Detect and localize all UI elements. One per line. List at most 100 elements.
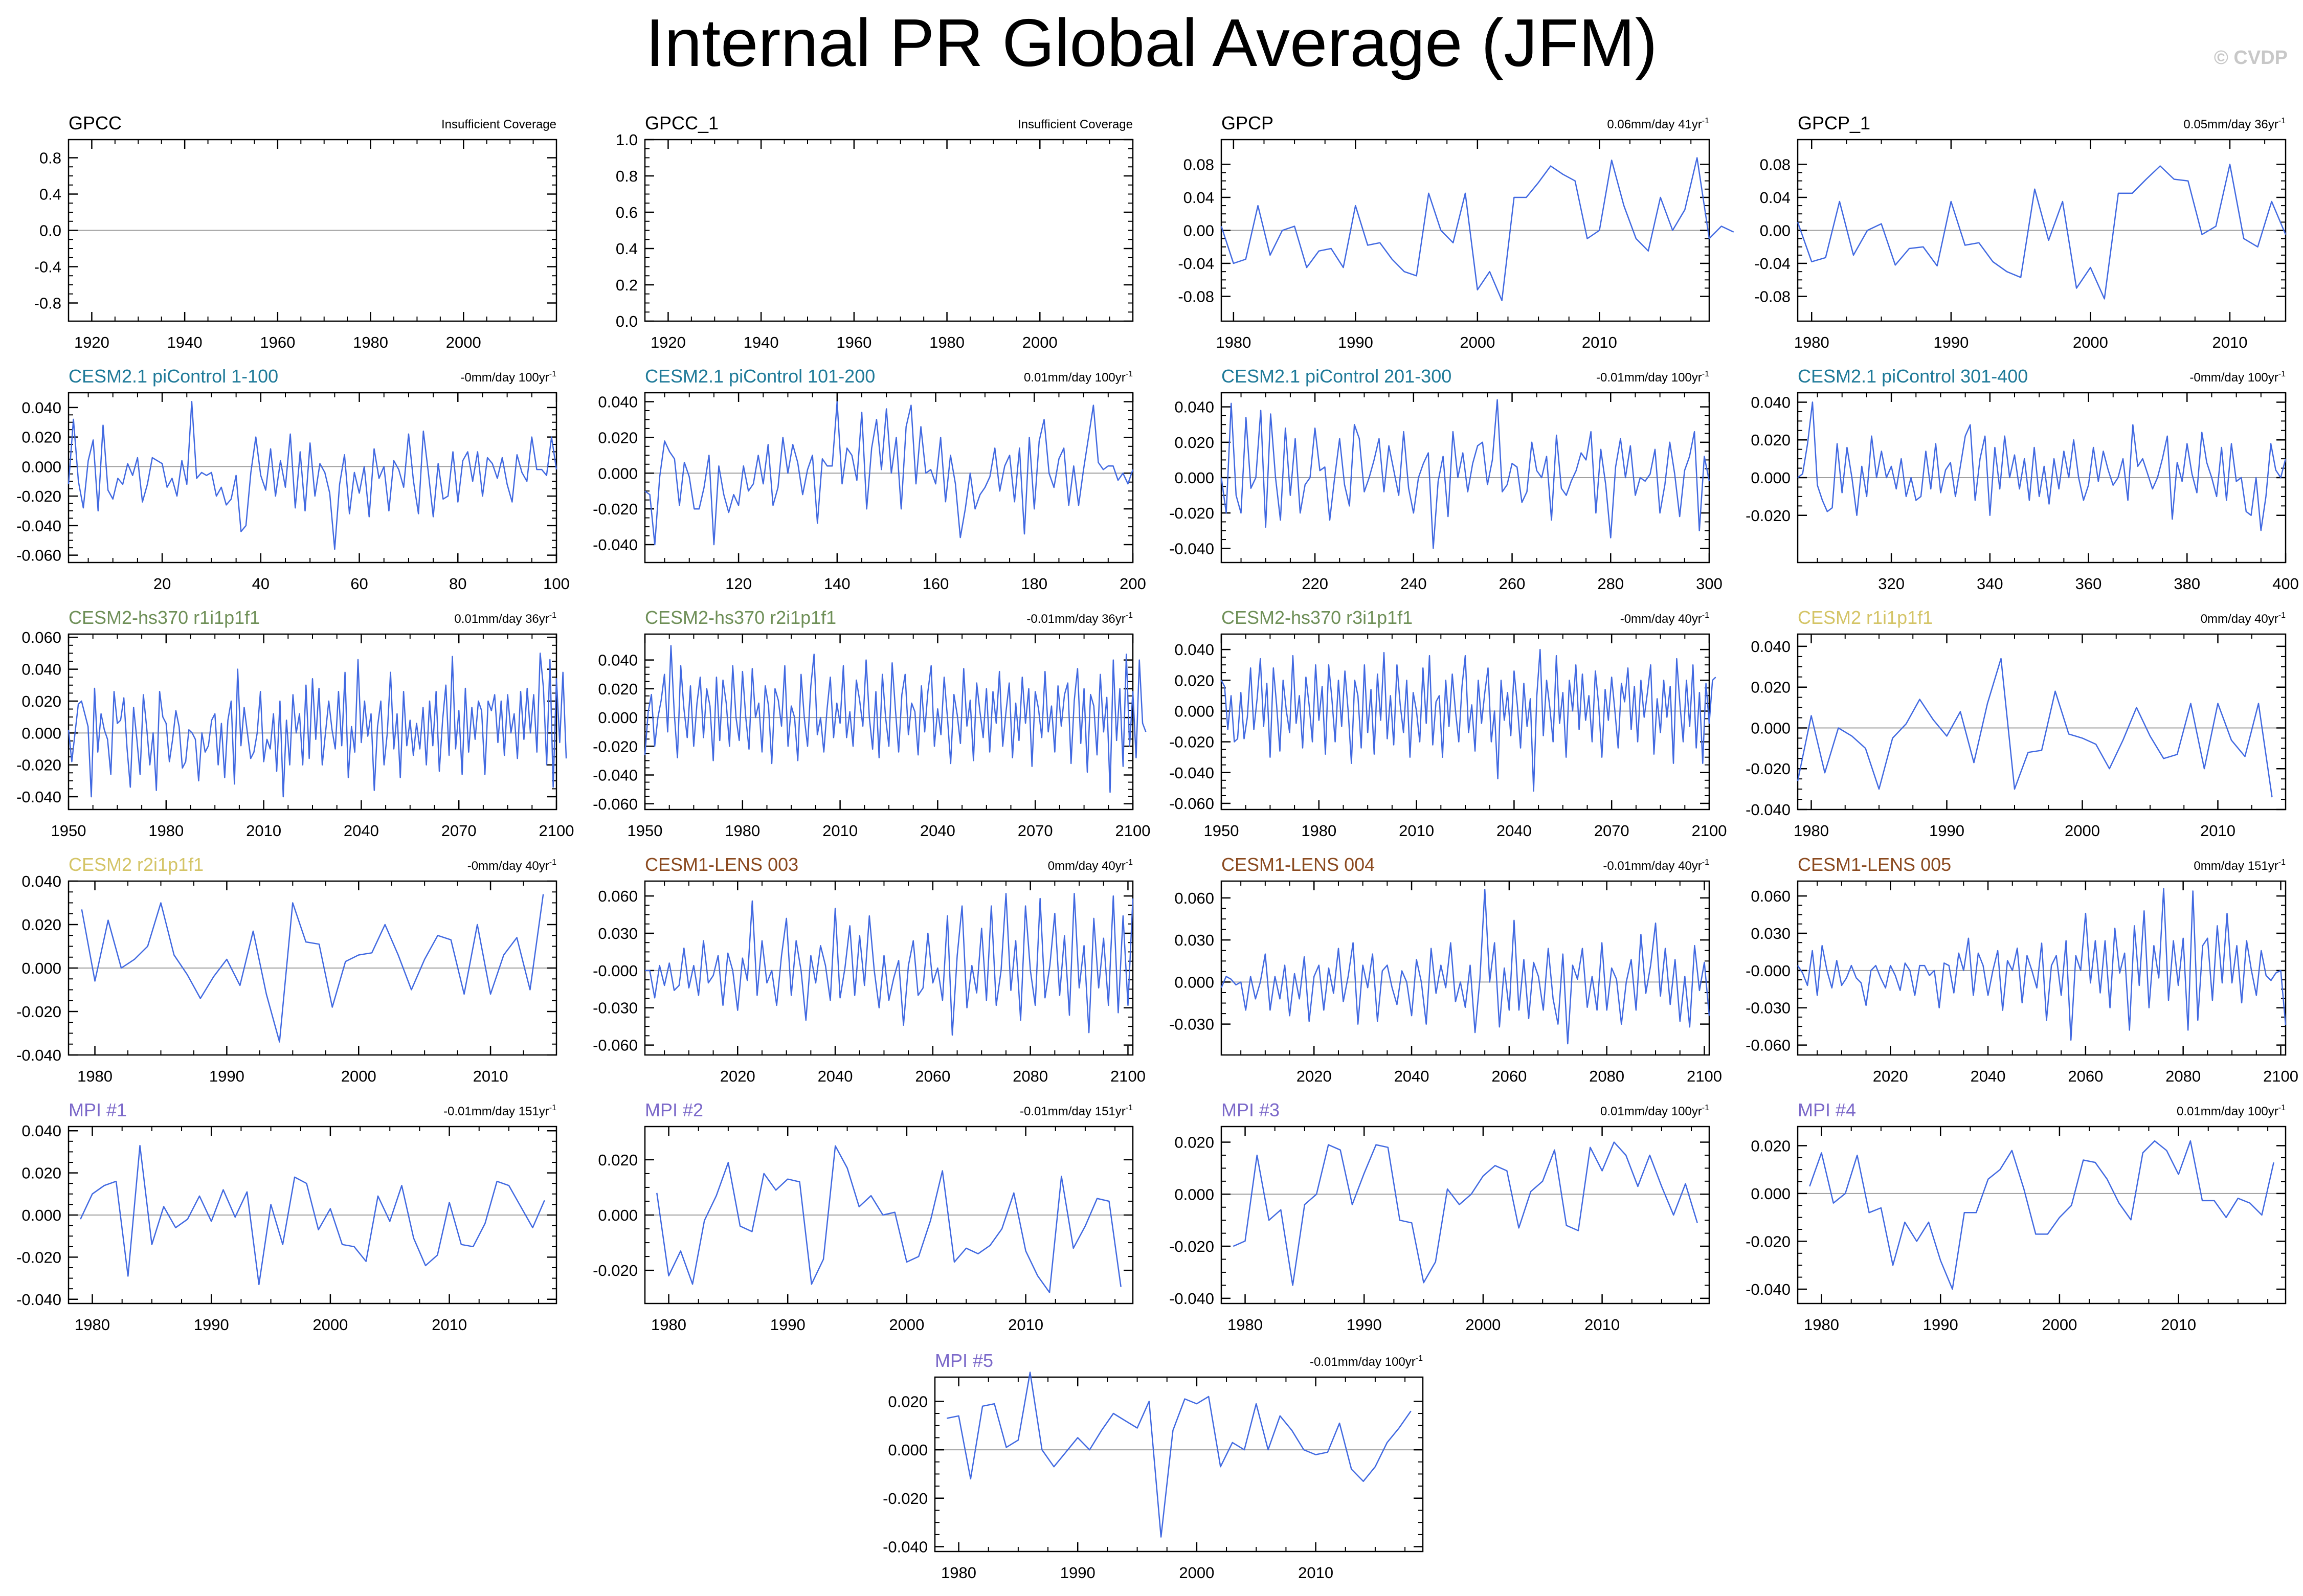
x-tick-label: 2040 (818, 1067, 853, 1085)
x-tick-label: 2000 (2042, 1316, 2077, 1334)
trend-annotation: 0.01mm/day 100yr-1 (2177, 1104, 2286, 1118)
trend-superscript: -1 (549, 858, 556, 867)
x-tick-label: 1980 (1794, 822, 1829, 840)
x-tick-label: 2000 (2065, 822, 2100, 840)
y-tick-label: 0.8 (39, 149, 61, 167)
x-tick-label: 2000 (341, 1067, 376, 1085)
trend-superscript: -1 (549, 370, 556, 378)
y-tick-label: 0.020 (21, 692, 61, 710)
x-tick-label: 2010 (2212, 333, 2247, 351)
trend-superscript: -1 (549, 1104, 556, 1112)
x-tick-label: 220 (1302, 575, 1328, 593)
x-tick-label: 1980 (353, 333, 388, 351)
chart-panel: -0.08 -0.04 0.00 0.04 0.08 1980 1990 2000 2010 GP… (1754, 113, 2287, 351)
y-tick-label: 0.040 (598, 651, 638, 669)
trend-annotation: Insufficient Coverage (1018, 118, 1133, 131)
series-line (644, 645, 1147, 793)
x-tick-label: 40 (252, 575, 270, 593)
x-tick-label: 1940 (744, 333, 779, 351)
x-tick-label: 240 (1400, 575, 1427, 593)
trend-annotation: -0.01mm/day 100yr-1 (1310, 1354, 1423, 1369)
chart-panel: -0.060 -0.030 -0.000 0.030 0.060 2020 2040 2060… (1746, 854, 2298, 1085)
y-tick-label: -0.020 (1169, 733, 1214, 751)
y-tick-label: 0.0 (39, 222, 61, 240)
y-tick-label: -0.040 (1169, 764, 1214, 782)
x-tick-label: 1980 (725, 822, 760, 840)
trend-annotation: -0.01mm/day 100yr-1 (1596, 370, 1709, 385)
series-line (1220, 889, 1710, 1045)
x-tick-label: 2010 (1008, 1316, 1043, 1334)
series-line (81, 894, 544, 1043)
y-tick-label: 0.040 (1174, 641, 1214, 659)
x-tick-label: 2000 (1465, 1316, 1501, 1334)
x-tick-label: 2020 (1296, 1067, 1332, 1085)
panel-title: CESM1-LENS 005 (1798, 854, 1951, 875)
trend-superscript: -1 (1126, 858, 1133, 867)
x-tick-label: 2010 (246, 822, 281, 840)
y-tick-label: 0.020 (888, 1392, 928, 1410)
x-tick-label: 180 (1021, 575, 1047, 593)
x-tick-label: 1960 (836, 333, 871, 351)
trend-annotation: 0.06mm/day 41yr-1 (1607, 117, 1709, 131)
trend-superscript: -1 (1702, 611, 1709, 620)
chart-panel: -0.040 -0.020 0.000 0.020 0.040 1980 1990 2000 2… (1746, 607, 2287, 840)
x-tick-label: 1920 (74, 333, 109, 351)
x-tick-label: 340 (1977, 575, 2003, 593)
y-tick-label: -0.030 (1169, 1016, 1214, 1033)
y-tick-label: 0.020 (598, 680, 638, 698)
cvdp-watermark: © CVDP (2213, 47, 2288, 69)
chart-panel: -0.020 0.000 0.020 0.040 320 340 360 380 400 CESM… (1746, 366, 2299, 593)
x-tick-label: 2070 (441, 822, 477, 840)
series-line (1797, 658, 2273, 798)
y-tick-label: 0.040 (21, 872, 61, 890)
plot-frame (1797, 633, 2287, 811)
x-tick-label: 2000 (312, 1316, 348, 1334)
trend-superscript: -1 (1702, 117, 1709, 125)
x-tick-label: 1980 (1301, 822, 1336, 840)
plot-frame (1220, 1126, 1710, 1305)
series-line (80, 1144, 545, 1286)
x-tick-label: 100 (543, 575, 570, 593)
x-tick-label: 2100 (1115, 822, 1151, 840)
chart-panel: -0.060 -0.040 -0.020 0.000 0.020 0.040 20 40 60 8… (16, 366, 570, 593)
x-tick-label: 200 (1120, 575, 1146, 593)
y-tick-label: -0.020 (1746, 1232, 1791, 1250)
chart-panel: -0.040 -0.020 0.000 0.020 1980 1990 2000 2010 MP… (883, 1350, 1424, 1582)
x-tick-label: 80 (449, 575, 466, 593)
panel-title: CESM2.1 piControl 301-400 (1798, 366, 2028, 387)
trend-superscript: -1 (1126, 611, 1133, 620)
x-tick-label: 2060 (2068, 1067, 2103, 1085)
y-tick-label: 0.040 (21, 399, 61, 417)
y-tick-label: 0.000 (1751, 719, 1791, 737)
trend-superscript: -1 (1702, 370, 1709, 378)
y-tick-label: -0.4 (34, 258, 61, 276)
plot-frame (68, 392, 557, 564)
y-tick-label: 0.020 (21, 1164, 61, 1182)
trend-annotation: 0.05mm/day 36yr-1 (2183, 117, 2286, 131)
x-tick-label: 1990 (1933, 333, 1969, 351)
x-tick-label: 2100 (1687, 1067, 1722, 1085)
y-tick-label: 0.000 (1174, 1185, 1214, 1203)
y-tick-label: 0.020 (598, 429, 638, 446)
x-tick-label: 2100 (2263, 1067, 2298, 1085)
chart-panel: -0.060 -0.040 -0.020 0.000 0.020 0.040 1950 198… (1169, 607, 1727, 840)
y-tick-label: 0.020 (1174, 671, 1214, 689)
y-tick-label: -0.030 (1746, 999, 1791, 1017)
series-line (1220, 157, 1734, 301)
y-tick-label: -0.030 (593, 999, 638, 1017)
y-tick-label: 0.040 (598, 393, 638, 411)
panel-title: CESM1-LENS 003 (645, 854, 798, 875)
y-tick-label: -0.020 (593, 1262, 638, 1279)
y-tick-label: 0.020 (1751, 1137, 1791, 1155)
panel-title: MPI #3 (1221, 1099, 1280, 1120)
panel-title: CESM2-hs370 r3i1p1f1 (1221, 607, 1413, 628)
y-tick-label: 0.020 (598, 1151, 638, 1169)
trend-annotation: Insufficient Coverage (441, 118, 556, 131)
x-tick-label: 2100 (1692, 822, 1727, 840)
panel-title: CESM2.1 piControl 201-300 (1221, 366, 1451, 387)
y-tick-label: 0.000 (1174, 469, 1214, 487)
trend-annotation: -0.01mm/day 40yr-1 (1603, 858, 1709, 873)
plot-frame (1220, 880, 1710, 1056)
y-tick-label: 0.030 (598, 925, 638, 942)
y-tick-label: 0.000 (1751, 469, 1791, 487)
